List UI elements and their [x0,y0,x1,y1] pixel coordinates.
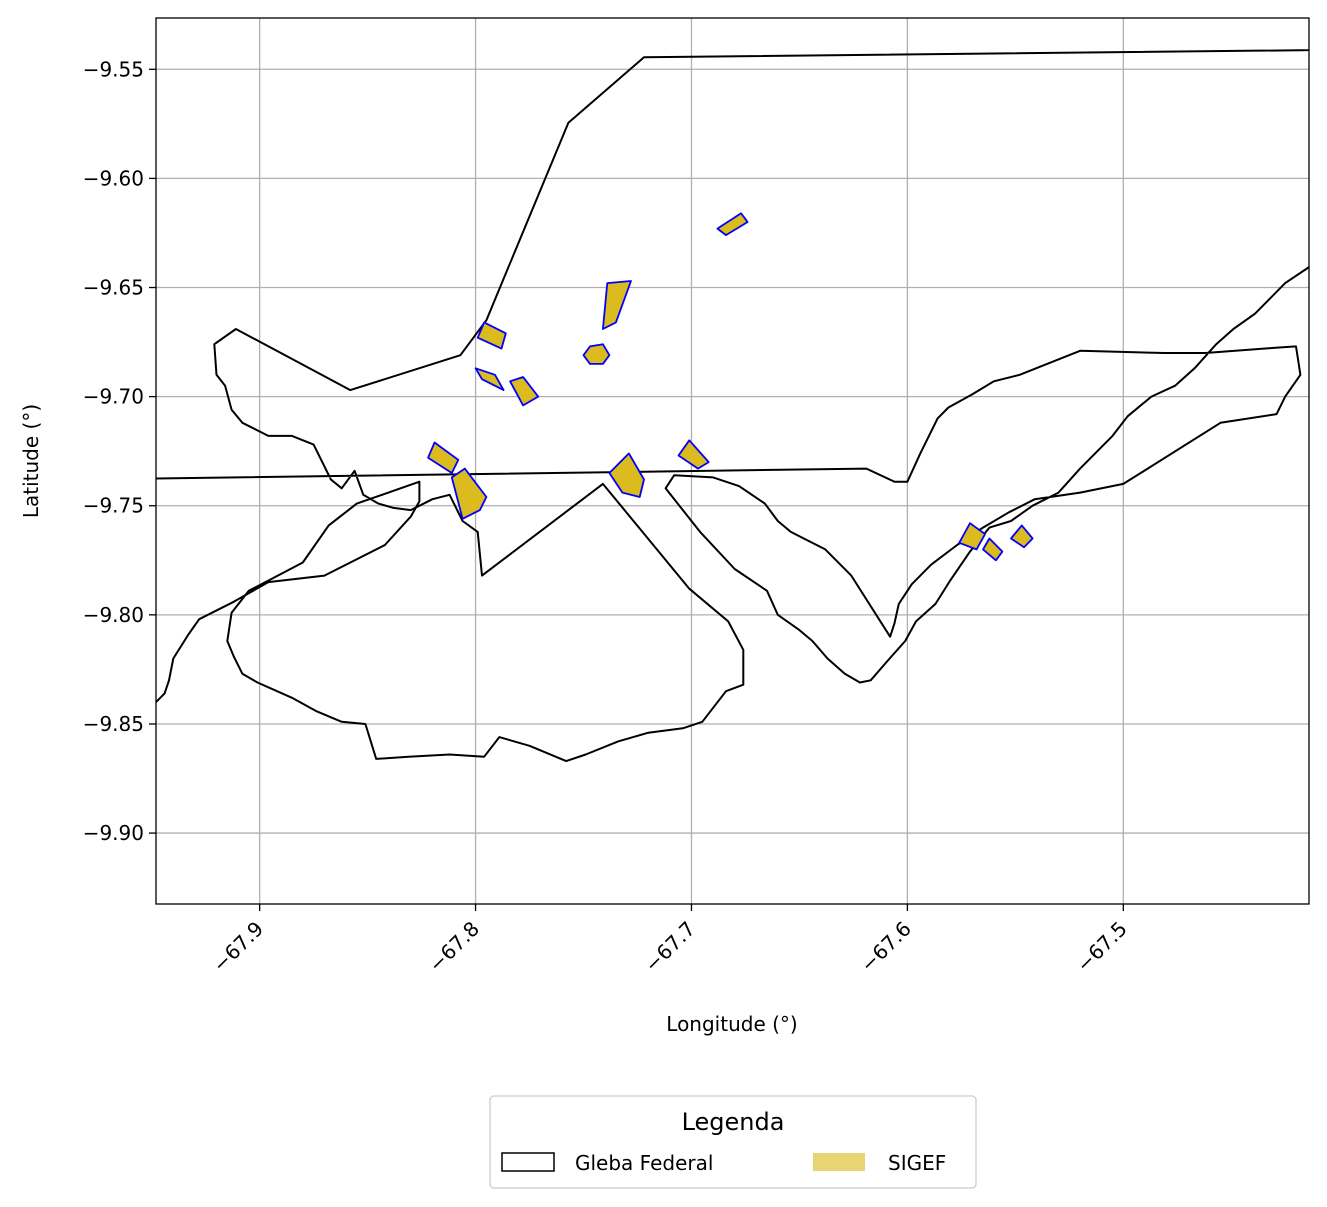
sigef-parcel-polygon [582,343,611,365]
y-tick-label: −9.85 [83,712,144,736]
y-tick-label: −9.55 [83,57,144,81]
sigef-parcel-polygon [677,439,710,470]
sigef-layer [427,212,1034,562]
x-axis-title: Longitude (°) [666,1012,797,1036]
gleba-federal-layer [156,49,1309,763]
sigef-parcel-polygon [476,321,507,350]
sigef-parcel-polygon [509,376,540,407]
y-tick-label: −9.90 [83,821,144,845]
legend-swatch-sigef [813,1153,865,1171]
sigef-parcel-polygon [427,441,460,474]
sigef-parcel-polygon [716,212,749,237]
y-tick-label: −9.75 [83,494,144,518]
sigef-parcel-polygon [474,367,505,392]
sigef-parcel-polygon [450,467,488,520]
legend: Legenda Gleba Federal SIGEF [489,1095,977,1189]
y-tick-label: −9.70 [83,385,144,409]
y-tick-label: −9.65 [83,276,144,300]
gridlines [156,18,1309,904]
gleba-federal-polygon [156,49,1309,763]
sigef-parcel-polygon [1010,524,1034,549]
legend-title: Legenda [682,1108,785,1136]
y-tick-label: −9.60 [83,166,144,190]
plot-frame [155,17,1310,905]
legend-label-gleba: Gleba Federal [575,1151,713,1175]
sigef-parcel-polygon [982,537,1004,562]
y-axis-ticks: −9.55 −9.60 −9.65 −9.70 −9.75 −9.80 −9.85 −9.90 [83,57,156,845]
legend-swatch-gleba [501,1152,555,1172]
sigef-parcel-polygon [958,522,986,551]
sigef-parcel-polygon [608,452,645,498]
y-axis-title: Latitude (°) [19,404,43,518]
sigef-parcel-polygon [602,280,632,330]
legend-label-sigef: SIGEF [888,1151,946,1175]
y-tick-label: −9.80 [83,603,144,627]
